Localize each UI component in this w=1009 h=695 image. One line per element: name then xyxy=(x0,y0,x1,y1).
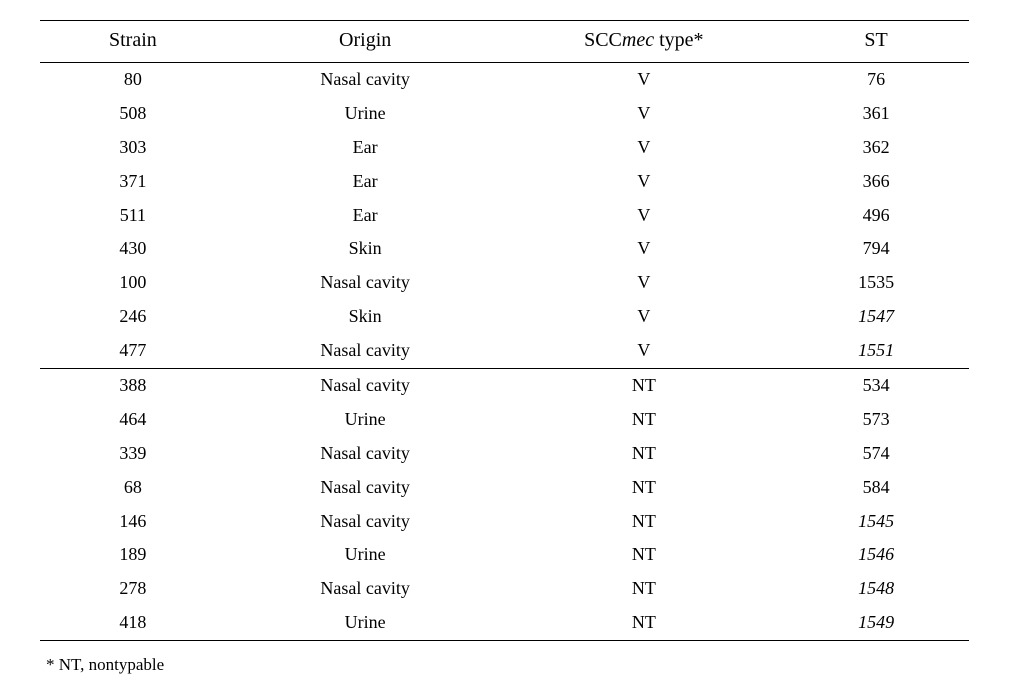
cell-st: 1545 xyxy=(783,505,969,539)
cell-sccmec: V xyxy=(504,97,783,131)
cell-st: 1549 xyxy=(783,606,969,640)
cell-sccmec: V xyxy=(504,232,783,266)
cell-strain: 80 xyxy=(40,63,226,97)
cell-st: 573 xyxy=(783,403,969,437)
footnote: * NT, nontypable xyxy=(40,655,969,675)
cell-origin: Nasal cavity xyxy=(226,505,505,539)
table-row: 100Nasal cavityV1535 xyxy=(40,266,969,300)
cell-origin: Skin xyxy=(226,232,505,266)
table-row: 464UrineNT573 xyxy=(40,403,969,437)
cell-strain: 477 xyxy=(40,334,226,368)
cell-strain: 303 xyxy=(40,131,226,165)
table-row: 339Nasal cavityNT574 xyxy=(40,437,969,471)
cell-strain: 278 xyxy=(40,572,226,606)
col-origin-header: Origin xyxy=(226,21,505,63)
cell-sccmec: NT xyxy=(504,437,783,471)
cell-sccmec: NT xyxy=(504,505,783,539)
cell-strain: 511 xyxy=(40,199,226,233)
table-row: 477Nasal cavityV1551 xyxy=(40,334,969,368)
cell-origin: Nasal cavity xyxy=(226,437,505,471)
table-row: 189UrineNT1546 xyxy=(40,538,969,572)
cell-sccmec: NT xyxy=(504,403,783,437)
cell-st: 366 xyxy=(783,165,969,199)
table-row: 278Nasal cavityNT1548 xyxy=(40,572,969,606)
table-header-row: Strain Origin SCCmec type* ST xyxy=(40,21,969,63)
data-table: Strain Origin SCCmec type* ST 80Nasal ca… xyxy=(40,20,969,641)
sccmec-prefix: SCC xyxy=(584,29,622,51)
cell-strain: 339 xyxy=(40,437,226,471)
cell-st: 534 xyxy=(783,369,969,403)
cell-sccmec: V xyxy=(504,199,783,233)
cell-st: 1535 xyxy=(783,266,969,300)
cell-origin: Nasal cavity xyxy=(226,63,505,97)
table-body: 80Nasal cavityV76508UrineV361303EarV3623… xyxy=(40,63,969,641)
table-row: 146Nasal cavityNT1545 xyxy=(40,505,969,539)
cell-sccmec: V xyxy=(504,334,783,368)
cell-st: 362 xyxy=(783,131,969,165)
cell-strain: 388 xyxy=(40,369,226,403)
table-row: 80Nasal cavityV76 xyxy=(40,63,969,97)
cell-strain: 430 xyxy=(40,232,226,266)
table-row: 68Nasal cavityNT584 xyxy=(40,471,969,505)
cell-st: 76 xyxy=(783,63,969,97)
table-row: 508UrineV361 xyxy=(40,97,969,131)
cell-origin: Urine xyxy=(226,97,505,131)
cell-strain: 508 xyxy=(40,97,226,131)
cell-strain: 68 xyxy=(40,471,226,505)
cell-origin: Nasal cavity xyxy=(226,334,505,368)
cell-st: 1546 xyxy=(783,538,969,572)
cell-strain: 100 xyxy=(40,266,226,300)
cell-st: 574 xyxy=(783,437,969,471)
table-row: 511EarV496 xyxy=(40,199,969,233)
cell-origin: Nasal cavity xyxy=(226,572,505,606)
cell-origin: Urine xyxy=(226,538,505,572)
table-row: 388Nasal cavityNT534 xyxy=(40,369,969,403)
cell-sccmec: V xyxy=(504,63,783,97)
table-row: 371EarV366 xyxy=(40,165,969,199)
cell-strain: 146 xyxy=(40,505,226,539)
col-sccmec-header: SCCmec type* xyxy=(504,21,783,63)
table-row: 418UrineNT1549 xyxy=(40,606,969,640)
cell-st: 584 xyxy=(783,471,969,505)
cell-origin: Ear xyxy=(226,131,505,165)
cell-strain: 371 xyxy=(40,165,226,199)
cell-sccmec: V xyxy=(504,131,783,165)
cell-sccmec: NT xyxy=(504,471,783,505)
cell-origin: Ear xyxy=(226,199,505,233)
cell-origin: Urine xyxy=(226,606,505,640)
cell-origin: Nasal cavity xyxy=(226,266,505,300)
cell-sccmec: NT xyxy=(504,606,783,640)
cell-sccmec: NT xyxy=(504,538,783,572)
cell-st: 496 xyxy=(783,199,969,233)
cell-st: 1548 xyxy=(783,572,969,606)
cell-sccmec: V xyxy=(504,300,783,334)
table-row: 430SkinV794 xyxy=(40,232,969,266)
cell-strain: 189 xyxy=(40,538,226,572)
cell-strain: 464 xyxy=(40,403,226,437)
table-row: 246SkinV1547 xyxy=(40,300,969,334)
table-row: 303EarV362 xyxy=(40,131,969,165)
sccmec-italic: mec xyxy=(622,29,654,51)
cell-origin: Urine xyxy=(226,403,505,437)
sccmec-suffix: type* xyxy=(654,29,703,51)
cell-st: 794 xyxy=(783,232,969,266)
cell-sccmec: V xyxy=(504,165,783,199)
cell-strain: 418 xyxy=(40,606,226,640)
cell-sccmec: V xyxy=(504,266,783,300)
cell-origin: Nasal cavity xyxy=(226,471,505,505)
cell-st: 361 xyxy=(783,97,969,131)
cell-st: 1551 xyxy=(783,334,969,368)
cell-origin: Nasal cavity xyxy=(226,369,505,403)
cell-origin: Ear xyxy=(226,165,505,199)
col-strain-header: Strain xyxy=(40,21,226,63)
cell-sccmec: NT xyxy=(504,572,783,606)
cell-sccmec: NT xyxy=(504,369,783,403)
cell-strain: 246 xyxy=(40,300,226,334)
cell-origin: Skin xyxy=(226,300,505,334)
col-st-header: ST xyxy=(783,21,969,63)
cell-st: 1547 xyxy=(783,300,969,334)
